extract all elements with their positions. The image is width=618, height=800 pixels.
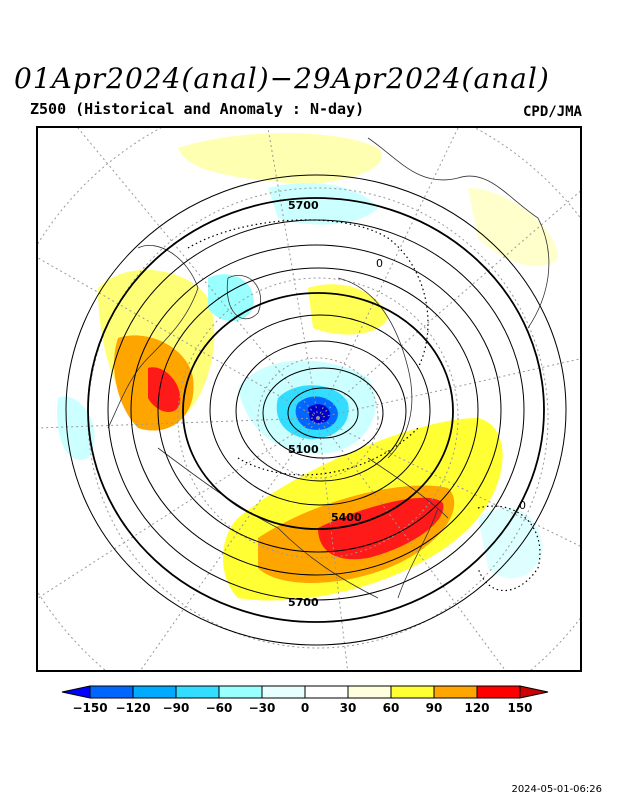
positive-anomaly-shading: [98, 133, 558, 601]
meridian-line: [317, 190, 580, 419]
zero-contour: [187, 219, 429, 369]
credit-label: CPD/JMA: [522, 104, 582, 120]
negative-anomaly-shading: [57, 183, 543, 579]
anomaly-lightblue-northwest: [208, 274, 254, 322]
contour-line: [209, 314, 431, 506]
chart-title: 01Apr2024(anal)−29Apr2024(anal): [14, 62, 550, 95]
anomaly-yellow-north: [178, 133, 382, 184]
polar-map: 5700 0 5100 5400 5700 0: [38, 128, 580, 670]
legend-box: [433, 685, 478, 699]
coastline-greenland: [226, 275, 261, 320]
legend-svg: −150 −120 −90 −60 −30 0 30 60 90 120 150: [61, 685, 549, 715]
legend-box: [304, 685, 349, 699]
contour-line: [157, 267, 479, 553]
contour-label: 5700: [288, 199, 319, 212]
timestamp: 2024-05-01-06:26: [511, 784, 602, 795]
legend-box: [390, 685, 435, 699]
height-contours: [65, 174, 567, 646]
contour-line: [235, 340, 407, 482]
legend-tick-label: 150: [507, 701, 532, 715]
coastline-north-america: [367, 137, 550, 329]
legend-box: [476, 685, 521, 699]
meridian-line: [38, 257, 319, 419]
contour-line: [65, 174, 567, 646]
legend-box: [175, 685, 220, 699]
coastline-europe: [107, 245, 199, 429]
meridian-line: [317, 417, 580, 547]
meridian-line: [267, 128, 319, 419]
legend-tick-label: 0: [301, 701, 309, 715]
legend-box: [132, 685, 177, 699]
contour-line: [87, 197, 545, 623]
legend-tick-label: 60: [383, 701, 400, 715]
legend-box: [218, 685, 263, 699]
meridian-line: [317, 128, 459, 419]
anomaly-yellow-northeast: [468, 188, 558, 267]
zero-contour: [477, 505, 541, 592]
zero-anomaly-contours: [187, 219, 541, 592]
anomaly-darkblue-arctic: [308, 404, 331, 424]
contour-line: [182, 292, 454, 530]
contour-line: [262, 367, 384, 459]
contour-label: 0: [376, 257, 383, 270]
legend-arrow-high: [519, 685, 549, 699]
contour-label: 5100: [288, 443, 319, 456]
legend-tick-label: −30: [249, 701, 276, 715]
latitude-circle-80: [257, 357, 379, 479]
anomaly-yellow-center-north: [308, 284, 388, 335]
legend-tick-label: −90: [163, 701, 190, 715]
coastline-siberia: [367, 457, 449, 519]
coastline-japan: [397, 507, 439, 599]
legend-box: [261, 685, 306, 699]
legend-tick-label: 120: [464, 701, 489, 715]
contour-line: [287, 387, 359, 439]
meridian-line: [140, 417, 319, 670]
coastlines: [107, 137, 550, 599]
legend-arrow-low: [61, 685, 91, 699]
anomaly-red-southeast: [318, 497, 444, 560]
legend-tick-label: 30: [340, 701, 357, 715]
meridian-line: [38, 417, 319, 429]
anomaly-lightblue-southeast: [478, 508, 543, 579]
contour-label: 5400: [331, 511, 362, 524]
legend-tick-label: −60: [206, 701, 233, 715]
meridian-line: [317, 417, 506, 670]
legend-boxes: [61, 685, 549, 699]
chart-subtitle: Z500 (Historical and Anomaly : N-day): [30, 100, 365, 118]
map-panel: 5700 0 5100 5400 5700 0: [36, 126, 582, 672]
legend-tick-label: −150: [72, 701, 107, 715]
latitude-circle-40: [87, 187, 549, 649]
contour-line: [130, 244, 502, 576]
contour-labels: 5700 0 5100 5400 5700 0: [288, 199, 526, 609]
legend-tick-label: 90: [426, 701, 443, 715]
contour-label: 5700: [288, 596, 319, 609]
legend-box: [347, 685, 392, 699]
meridian-line: [38, 417, 319, 599]
anomaly-lightblue-north: [268, 183, 378, 225]
legend-tick-label: −120: [115, 701, 150, 715]
coastline-asia: [157, 447, 379, 599]
latitude-circle-60: [177, 277, 459, 559]
legend-tick-labels: −150 −120 −90 −60 −30 0 30 60 90 120 150: [72, 701, 532, 715]
legend-box: [89, 685, 134, 699]
contour-label: 0: [519, 499, 526, 512]
anomaly-red-west: [148, 367, 181, 413]
coastline-arctic: [337, 277, 413, 459]
contour-line: [107, 219, 525, 601]
color-legend: −150 −120 −90 −60 −30 0 30 60 90 120 150: [60, 684, 550, 722]
